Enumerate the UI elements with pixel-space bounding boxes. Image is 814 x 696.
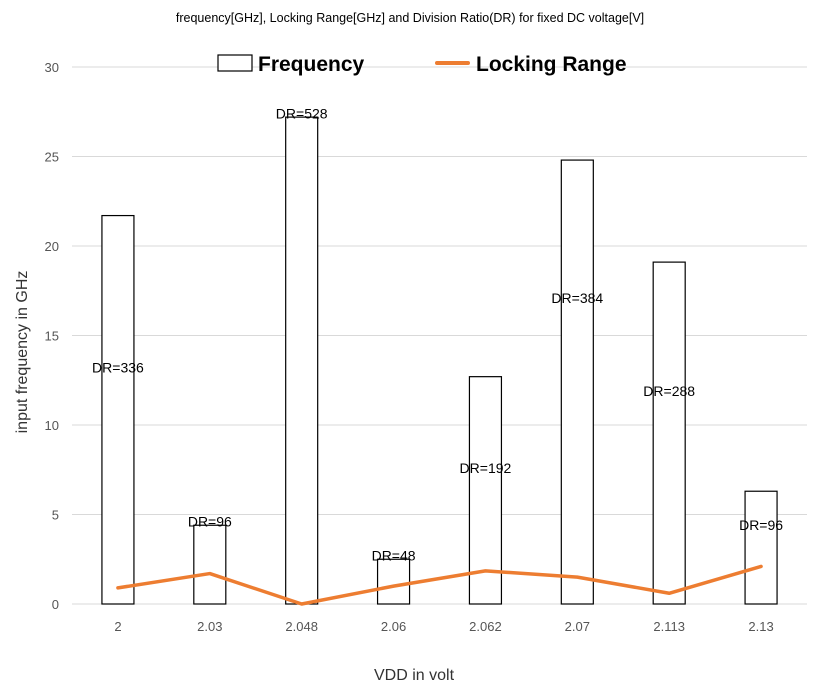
y-tick-label: 30 [45, 60, 59, 75]
bar-frequency [285, 116, 319, 605]
x-tick-label: 2.062 [469, 619, 502, 634]
grid-layer [72, 66, 807, 605]
x-tick-label: 2.048 [285, 619, 318, 634]
bar-frequency [744, 490, 778, 605]
x-axis-label: VDD in volt [374, 667, 455, 684]
x-tick-label: 2.07 [565, 619, 590, 634]
chart-title: frequency[GHz], Locking Range[GHz] and D… [176, 11, 644, 25]
bars-layer [101, 116, 778, 605]
dr-annotation: DR=96 [739, 517, 783, 533]
labels-layer: 0 5 10 15 20 25 30 2 2.03 2.048 2.06 2.062 2.07 2.113… [45, 60, 784, 634]
legend: Frequency Locking Range [217, 53, 627, 76]
legend-label-frequency: Frequency [258, 53, 365, 76]
x-tick-label: 2 [114, 619, 121, 634]
x-tick-label: 2.13 [748, 619, 773, 634]
dr-annotation: DR=384 [551, 290, 603, 306]
bar-frequency [652, 261, 686, 605]
y-tick-label: 15 [45, 329, 59, 344]
bar-frequency [193, 524, 227, 605]
y-tick-label: 25 [45, 150, 59, 165]
legend-label-locking-range: Locking Range [476, 53, 627, 76]
y-tick-label: 20 [45, 239, 59, 254]
bar-frequency [468, 376, 503, 605]
bar-frequency [101, 214, 135, 605]
x-tick-label: 2.03 [197, 619, 222, 634]
legend-swatch-frequency [217, 54, 253, 72]
dr-annotation: DR=336 [92, 360, 144, 376]
dr-annotation: DR=528 [276, 106, 328, 122]
x-tick-label: 2.06 [381, 619, 406, 634]
line-locking-range [116, 564, 763, 606]
y-tick-label: 5 [52, 508, 59, 523]
bar-frequency [560, 159, 594, 605]
y-axis-label: input frequency in GHz [14, 271, 31, 434]
line-layer [116, 564, 763, 606]
bar-frequency [376, 558, 411, 605]
dr-annotation: DR=288 [643, 383, 695, 399]
x-tick-label: 2.113 [653, 619, 685, 634]
dr-annotation: DR=192 [460, 460, 512, 476]
y-tick-label: 0 [52, 597, 59, 612]
y-tick-label: 10 [45, 418, 59, 433]
dr-annotation: DR=96 [188, 514, 232, 530]
dr-annotation: DR=48 [372, 548, 416, 564]
